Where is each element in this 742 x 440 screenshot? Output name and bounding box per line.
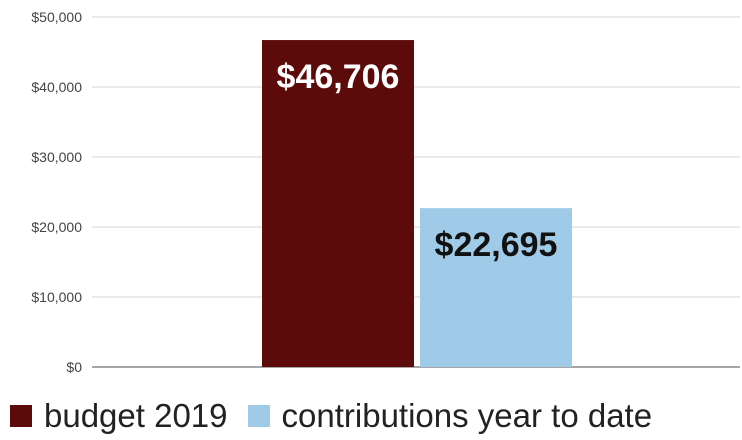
legend-label-budget-2019: budget 2019 <box>44 397 228 434</box>
legend-label-contributions: contributions year to date <box>281 397 653 434</box>
legend-item-contributions: contributions year to date <box>247 397 653 435</box>
data-label-1: $22,695 <box>435 226 558 264</box>
data-label-0: $46,706 <box>277 58 400 96</box>
y-tick-label: $0 <box>66 359 82 375</box>
legend-swatch-budget-2019 <box>10 405 32 427</box>
legend: budget 2019 contributions year to date <box>10 396 672 436</box>
y-tick-label: $40,000 <box>31 79 82 95</box>
y-tick-label: $50,000 <box>31 9 82 25</box>
y-tick-label: $20,000 <box>31 219 82 235</box>
y-axis-tick-labels: $0 $10,000 $20,000 $30,000 $40,000 $50,000 <box>31 9 82 375</box>
legend-swatch-contributions <box>247 405 270 427</box>
bar-chart: $0 $10,000 $20,000 $30,000 $40,000 $50,000 $4… <box>31 9 740 375</box>
legend-item-budget-2019: budget 2019 <box>10 397 228 435</box>
bar-0 <box>262 40 414 368</box>
y-tick-label: $10,000 <box>31 289 82 305</box>
bars <box>262 40 572 368</box>
y-tick-label: $30,000 <box>31 149 82 165</box>
grid-lines <box>92 16 740 368</box>
data-labels: $46,706 $22,695 <box>277 58 558 264</box>
bar-1 <box>420 208 572 367</box>
